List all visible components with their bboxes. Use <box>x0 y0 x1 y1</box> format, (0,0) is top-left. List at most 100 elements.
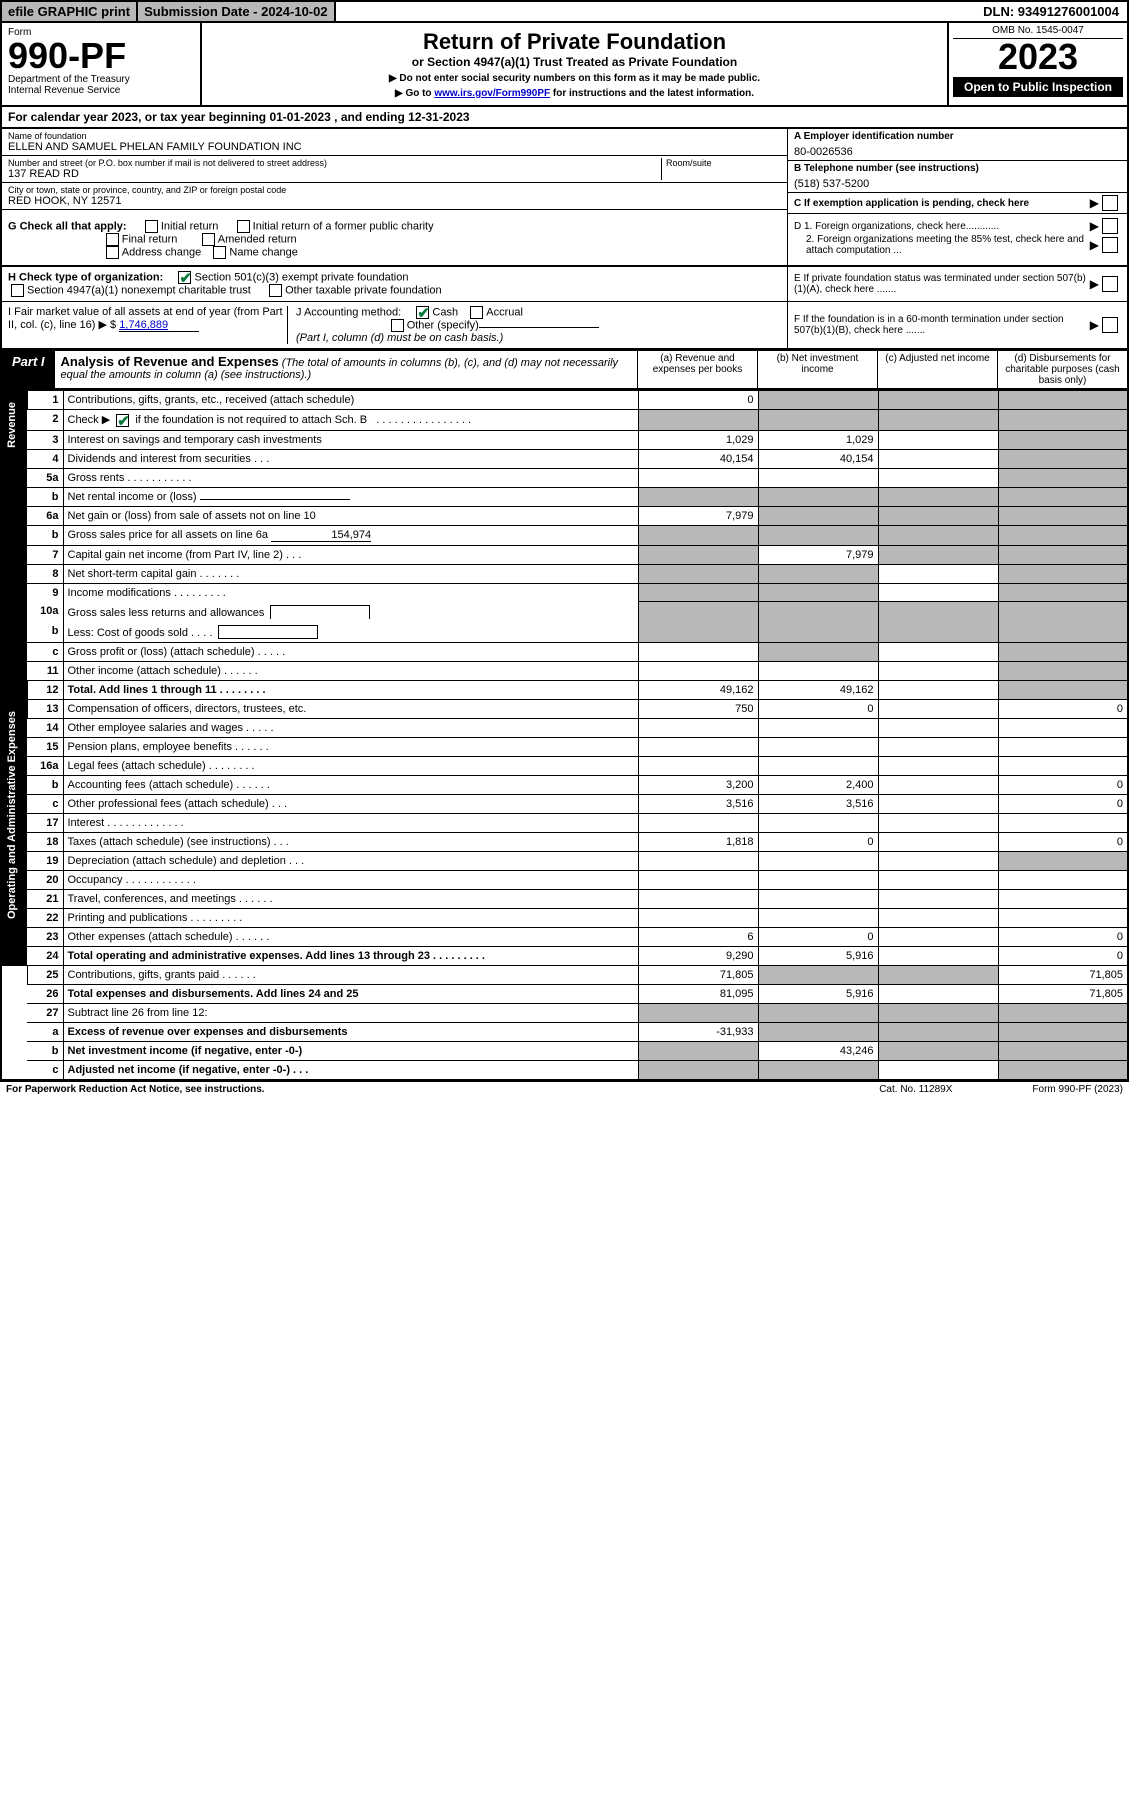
chk-name-change[interactable] <box>213 246 226 259</box>
row-desc: Less: Cost of goods sold . . . . <box>63 622 638 643</box>
row-desc: Excess of revenue over expenses and disb… <box>63 1022 638 1041</box>
chk-other-taxable[interactable] <box>269 284 282 297</box>
table-row: 10a Gross sales less returns and allowan… <box>1 602 1128 622</box>
row-num: 14 <box>27 718 63 737</box>
cell-c <box>878 1041 998 1060</box>
cell-d <box>998 468 1128 487</box>
chk-accrual[interactable] <box>470 306 483 319</box>
cell-a <box>638 889 758 908</box>
section-f: F If the foundation is in a 60-month ter… <box>787 302 1127 348</box>
row-num: 21 <box>27 889 63 908</box>
g-label: G Check all that apply: <box>8 220 127 232</box>
cell-a: 3,200 <box>638 775 758 794</box>
tel: (518) 537-5200 <box>794 174 1121 190</box>
side-spacer <box>1 965 27 1080</box>
part-1-title: Analysis of Revenue and Expenses <box>61 354 279 369</box>
cell-c <box>878 851 998 870</box>
table-row: 3 Interest on savings and temporary cash… <box>1 430 1128 449</box>
cell-b <box>758 661 878 680</box>
chk-address-change[interactable] <box>106 246 119 259</box>
j-label: J Accounting method: <box>296 306 401 318</box>
row-desc: Accounting fees (attach schedule) . . . … <box>63 775 638 794</box>
chk-amended-return[interactable] <box>202 233 215 246</box>
cell-d <box>998 1041 1128 1060</box>
section-ij-row: I Fair market value of all assets at end… <box>0 302 1129 350</box>
table-row: 12 Total. Add lines 1 through 11 . . . .… <box>1 680 1128 699</box>
table-row: 19 Depreciation (attach schedule) and de… <box>1 851 1128 870</box>
cell-d: 0 <box>998 699 1128 718</box>
row-num: 3 <box>27 430 63 449</box>
row-desc: Interest . . . . . . . . . . . . . <box>63 813 638 832</box>
cell-d <box>998 602 1128 643</box>
address-cell: Number and street (or P.O. box number if… <box>2 156 787 183</box>
cell-d <box>998 487 1128 506</box>
chk-4947[interactable] <box>11 284 24 297</box>
part-1-header: Part I Analysis of Revenue and Expenses … <box>0 350 1129 390</box>
cell-c <box>878 699 998 718</box>
box <box>270 605 370 619</box>
table-row: b Accounting fees (attach schedule) . . … <box>1 775 1128 794</box>
arrow-icon: ▶ <box>1090 318 1099 332</box>
irs-link[interactable]: www.irs.gov/Form990PF <box>434 88 550 99</box>
note-1: ▶ Do not enter social security numbers o… <box>208 73 941 84</box>
chk-e[interactable] <box>1102 276 1118 292</box>
chk-d1[interactable] <box>1102 218 1118 234</box>
cell-b <box>758 391 878 410</box>
fmv-value[interactable]: 1,746,889 <box>119 319 199 332</box>
h-o2: Section 4947(a)(1) nonexempt charitable … <box>27 284 251 296</box>
cell-d <box>998 430 1128 449</box>
chk-cash[interactable] <box>416 306 429 319</box>
section-d: D 1. Foreign organizations, check here..… <box>787 214 1127 265</box>
city-label: City or town, state or province, country… <box>8 185 781 195</box>
cell-a: 6 <box>638 927 758 946</box>
pending-checkbox[interactable] <box>1102 195 1118 211</box>
cell-d <box>998 525 1128 545</box>
cell-b: 2,400 <box>758 775 878 794</box>
cell-a <box>638 642 758 661</box>
efile-label: efile GRAPHIC print <box>2 2 138 21</box>
cell-b: 0 <box>758 927 878 946</box>
cell-b <box>758 487 878 506</box>
cell-d: 71,805 <box>998 965 1128 984</box>
d1-label: D 1. Foreign organizations, check here..… <box>794 221 1090 232</box>
row-num: b <box>27 487 63 506</box>
cell-b <box>758 908 878 927</box>
row-num: b <box>27 622 63 643</box>
form-header: Form 990-PF Department of the Treasury I… <box>0 23 1129 107</box>
chk-sch-b[interactable] <box>116 414 129 427</box>
cell-a <box>638 1060 758 1080</box>
chk-d2[interactable] <box>1102 237 1118 253</box>
chk-final-return[interactable] <box>106 233 119 246</box>
chk-initial-return[interactable] <box>145 220 158 233</box>
cell-c <box>878 525 998 545</box>
chk-501c3[interactable] <box>178 271 191 284</box>
row-num: 19 <box>27 851 63 870</box>
cell-c <box>878 506 998 525</box>
cell-b <box>758 410 878 431</box>
row-desc: Check ▶ if the foundation is not require… <box>63 410 638 431</box>
row-num: b <box>27 775 63 794</box>
pending-label: C If exemption application is pending, c… <box>794 198 1090 209</box>
page-footer: For Paperwork Reduction Act Notice, see … <box>0 1081 1129 1097</box>
chk-other-method[interactable] <box>391 319 404 332</box>
cell-d: 0 <box>998 794 1128 813</box>
cell-a: 7,979 <box>638 506 758 525</box>
cell-b: 0 <box>758 832 878 851</box>
open-inspection: Open to Public Inspection <box>953 77 1123 97</box>
row-num: c <box>27 642 63 661</box>
cell-c <box>878 430 998 449</box>
row-desc: Pension plans, employee benefits . . . .… <box>63 737 638 756</box>
cell-b <box>758 870 878 889</box>
cell-b <box>758 1003 878 1022</box>
cell-b <box>758 1022 878 1041</box>
cell-d <box>998 908 1128 927</box>
cell-b <box>758 525 878 545</box>
chk-f[interactable] <box>1102 317 1118 333</box>
cell-c <box>878 680 998 699</box>
col-d-header: (d) Disbursements for charitable purpose… <box>997 351 1127 388</box>
chk-initial-public[interactable] <box>237 220 250 233</box>
cell-d <box>998 661 1128 680</box>
cell-a <box>638 545 758 564</box>
cell-c <box>878 642 998 661</box>
table-row: 17 Interest . . . . . . . . . . . . . <box>1 813 1128 832</box>
